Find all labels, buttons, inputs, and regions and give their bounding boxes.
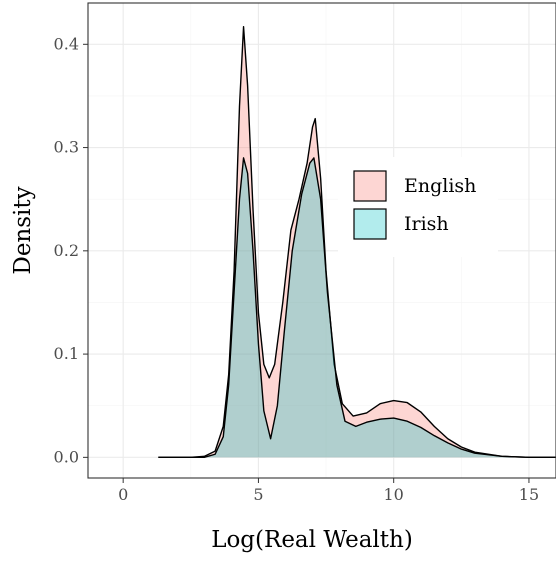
x-tick-label: 0 (118, 485, 128, 504)
x-tick-label: 15 (519, 485, 539, 504)
x-tick-label: 5 (253, 485, 263, 504)
x-tick-label: 10 (384, 485, 404, 504)
legend-key-irish (353, 208, 387, 240)
density-line-irish (158, 157, 556, 459)
legend-key-bg (352, 169, 388, 203)
legend-key-english (353, 170, 387, 202)
y-axis-title: Density (10, 186, 36, 274)
legend-label-irish: Irish (404, 213, 449, 235)
axes: 0 5 10 15 0.0 0.1 0.2 0.3 0.4 Log(Real Wealth) Den… (10, 2, 556, 553)
density-areas (158, 26, 556, 459)
density-area-irish (158, 157, 556, 458)
y-tick-label: 0.3 (54, 138, 79, 157)
density-line-english (158, 26, 556, 459)
plot-border (87, 2, 556, 479)
legend-key-bg (352, 207, 388, 241)
legend: English Irish (338, 157, 498, 257)
legend-label-english: English (404, 175, 476, 197)
y-tick-label: 0.0 (54, 447, 79, 466)
y-tick-label: 0.4 (54, 34, 79, 53)
density-area-english (158, 26, 556, 458)
x-axis-title: Log(Real Wealth) (211, 527, 413, 553)
y-tick-label: 0.2 (54, 241, 79, 260)
y-tick-label: 0.1 (54, 344, 79, 363)
